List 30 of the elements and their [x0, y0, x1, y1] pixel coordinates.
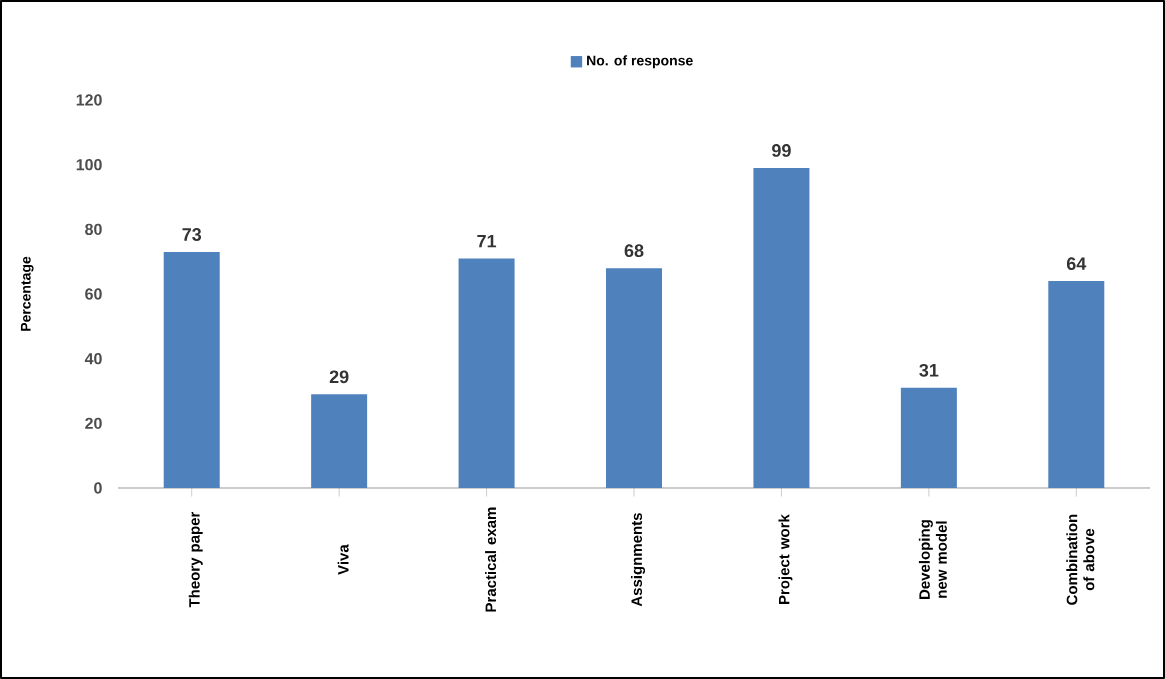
y-tick-label: 0 — [94, 482, 102, 494]
data-label: 64 — [1066, 257, 1087, 271]
y-tick-label: 120 — [76, 94, 102, 106]
x-tick-label: Project work — [778, 514, 793, 605]
x-tick-label: Viva — [337, 544, 349, 575]
x-tick-label: Developing new model — [918, 520, 947, 600]
x-tick-label: Practical exam — [485, 507, 497, 612]
bar — [458, 258, 515, 488]
data-label: 31 — [919, 363, 939, 377]
legend-label: No. of response — [587, 55, 693, 69]
y-tick-label: 80 — [85, 223, 102, 235]
data-label: 29 — [329, 370, 349, 384]
y-tick-label: 40 — [84, 353, 102, 365]
y-tick-label: 20 — [85, 417, 102, 429]
y-tick-label: 60 — [85, 288, 102, 300]
data-label: 68 — [624, 244, 644, 258]
y-tick-label: 100 — [76, 159, 102, 171]
bar — [900, 387, 957, 488]
bar — [753, 167, 810, 488]
x-tick-label: Theory paper — [188, 511, 203, 608]
bar — [1048, 281, 1105, 488]
y-axis-title: Percentage — [20, 256, 34, 331]
bar — [311, 394, 368, 488]
x-tick-label: Assignments — [631, 513, 646, 607]
data-label: 99 — [772, 144, 791, 157]
bar — [606, 268, 663, 488]
x-tick-label: Combination of above — [1066, 514, 1095, 605]
data-label: 71 — [477, 234, 497, 248]
bar — [163, 251, 220, 488]
data-label: 73 — [182, 228, 202, 241]
